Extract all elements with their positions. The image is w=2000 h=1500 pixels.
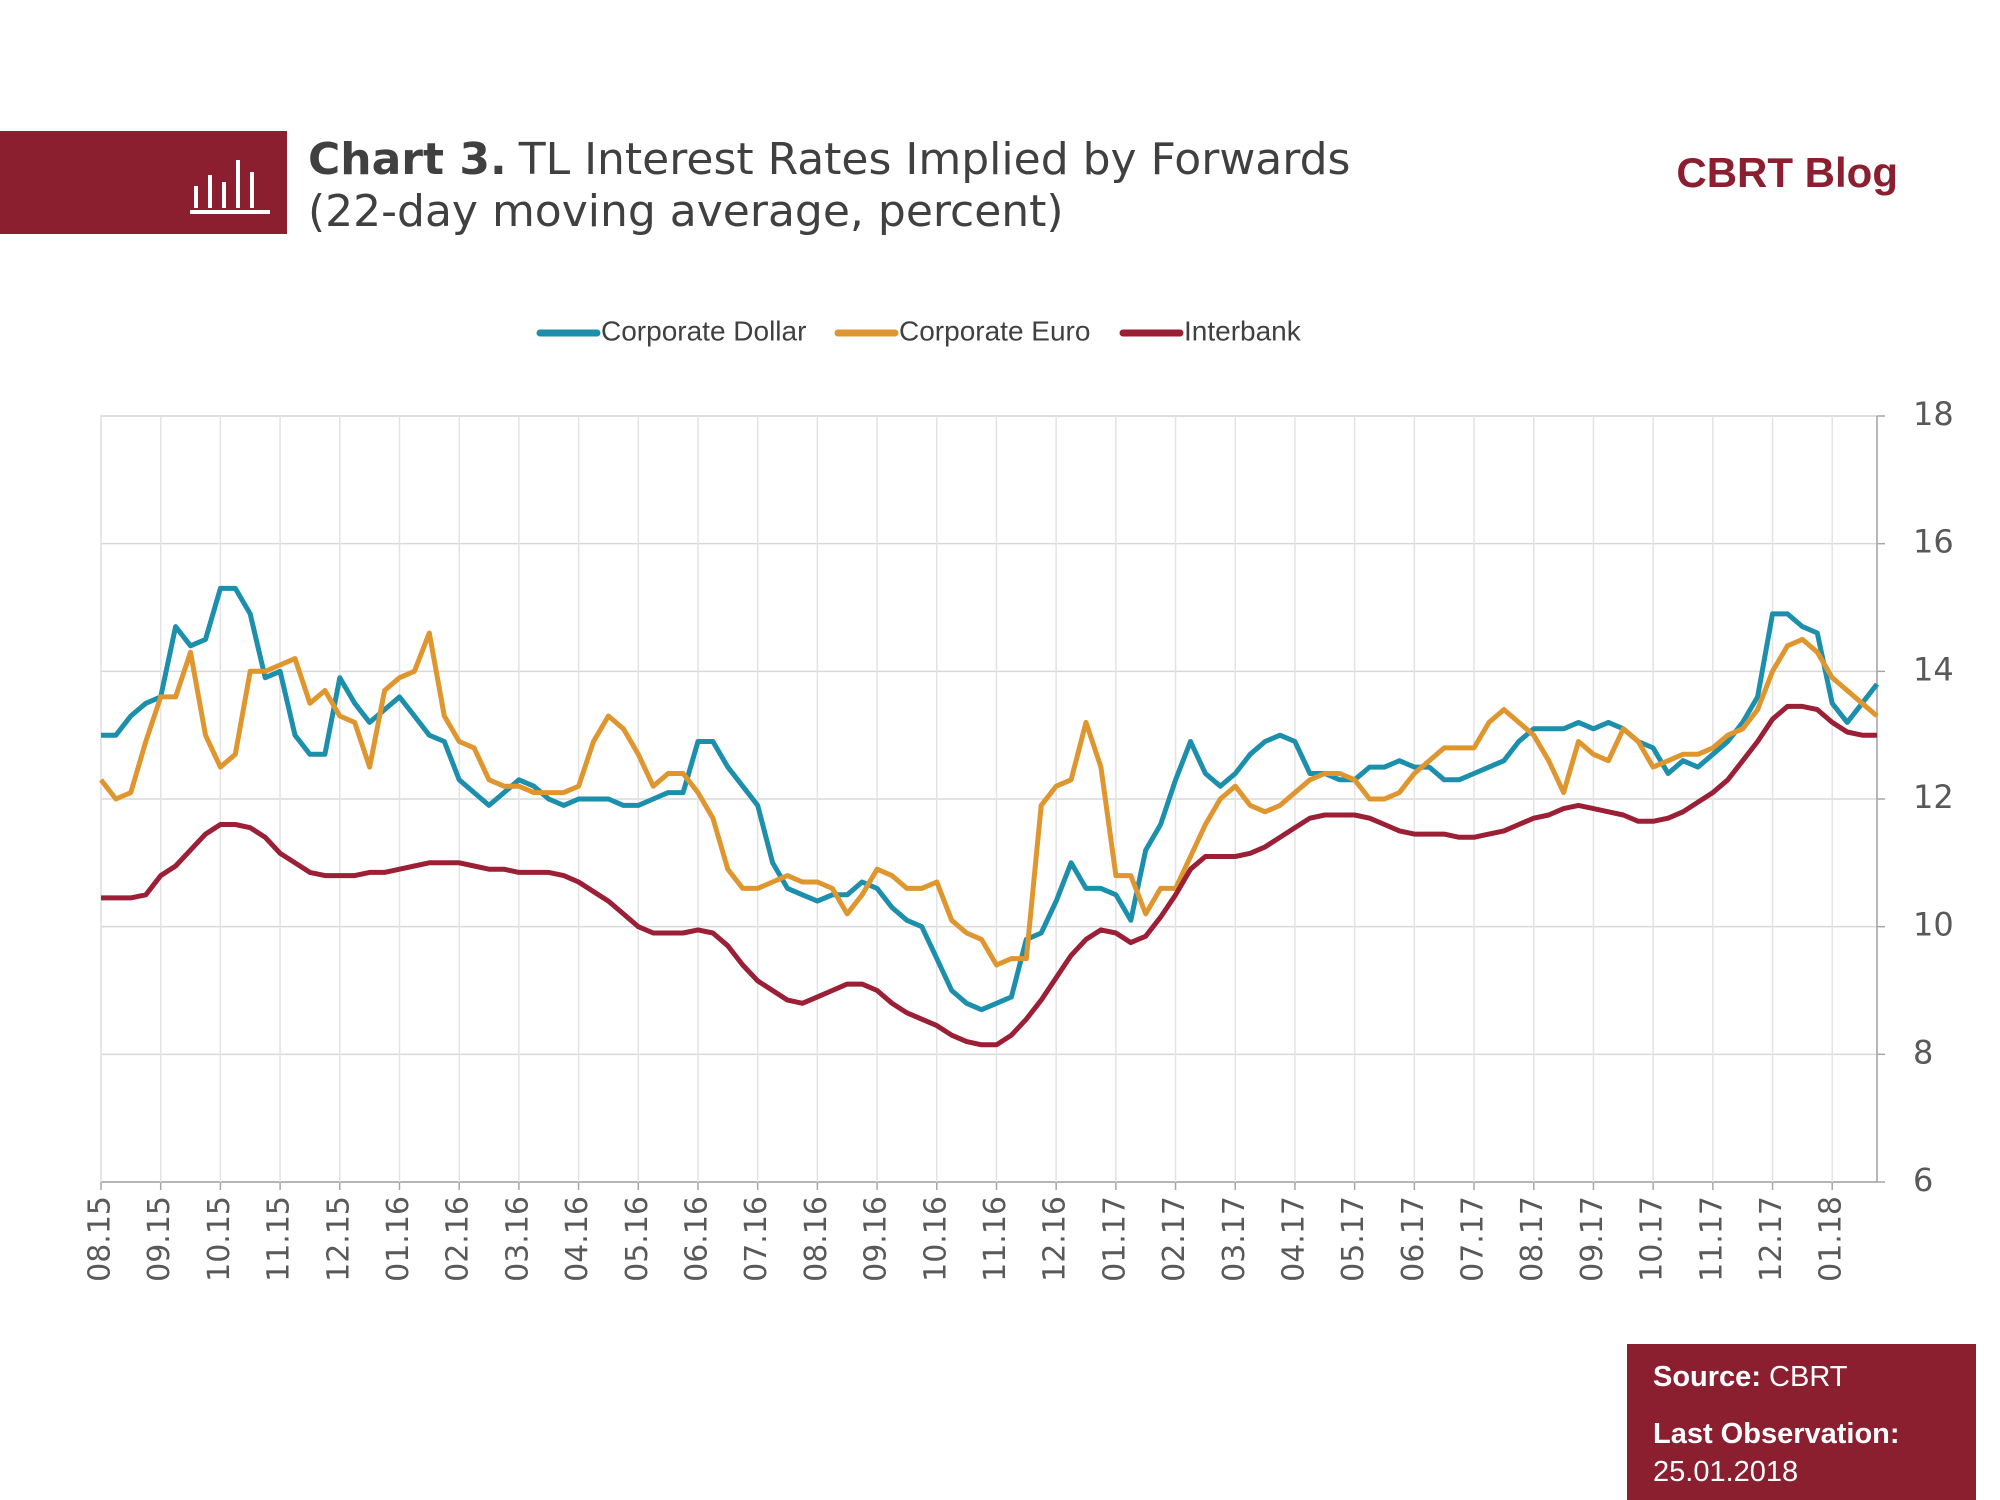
y-tick-label: 14 (1913, 650, 1954, 688)
chart-title: Chart 3. TL Interest Rates Implied by For… (308, 134, 1350, 185)
x-tick-label: 04.16 (560, 1196, 595, 1282)
x-tick-label: 07.16 (739, 1196, 774, 1282)
chart-subtitle: (22-day moving average, percent) (308, 186, 1064, 237)
source-value: CBRT (1769, 1361, 1848, 1393)
x-tick-label: 02.16 (441, 1196, 476, 1282)
x-tick-label: 09.15 (142, 1196, 177, 1282)
x-tick-label: 05.17 (1336, 1196, 1371, 1282)
chart-title-text: TL Interest Rates Implied by Forwards (518, 134, 1351, 185)
x-tick-label: 04.17 (1276, 1196, 1311, 1282)
x-tick-label: 05.16 (620, 1196, 655, 1282)
x-tick-label: 03.16 (500, 1196, 535, 1282)
x-tick-label: 10.16 (918, 1196, 953, 1282)
header-band (0, 131, 287, 234)
x-tick-label: 06.16 (679, 1196, 714, 1282)
y-tick-label: 18 (1913, 395, 1954, 433)
x-tick-label: 09.17 (1575, 1196, 1610, 1282)
series-line (101, 703, 1877, 1048)
y-tick-label: 12 (1913, 778, 1954, 816)
last-observation-label: Last Observation: (1653, 1415, 1976, 1453)
y-tick-label: 10 (1913, 906, 1954, 944)
x-tick-label: 03.17 (1217, 1196, 1252, 1282)
x-tick-label: 10.17 (1635, 1196, 1670, 1282)
footer: Source: CBRT Last Observation: 25.01.201… (1627, 1344, 1976, 1500)
legend-label: Interbank (1184, 315, 1302, 346)
x-tick-label: 12.15 (321, 1196, 356, 1282)
series-line (99, 630, 1879, 968)
y-tick-label: 16 (1913, 523, 1954, 561)
last-observation-label-text: Last Observation: (1653, 1418, 1900, 1450)
legend-label: Corporate Dollar (601, 315, 806, 346)
x-tick-label: 08.17 (1515, 1196, 1550, 1282)
x-tick-label: 01.17 (1097, 1196, 1132, 1282)
x-tick-label: 08.16 (799, 1196, 834, 1282)
x-tick-label: 09.16 (859, 1196, 894, 1282)
source-label: Source: (1653, 1361, 1761, 1393)
chart-number: Chart 3. (308, 134, 507, 185)
x-tick-label: 11.15 (262, 1196, 297, 1282)
x-tick-label: 12.16 (1038, 1196, 1073, 1282)
x-tick-label: 11.17 (1694, 1196, 1729, 1282)
x-tick-label: 07.17 (1456, 1196, 1491, 1282)
source: Source: CBRT (1653, 1358, 1976, 1396)
series-line (101, 585, 1879, 1013)
x-tick-label: 10.15 (202, 1196, 237, 1282)
legend-label: Corporate Euro (899, 315, 1090, 346)
brand: CBRT Blog (1676, 149, 1898, 196)
x-tick-label: 12.17 (1754, 1196, 1789, 1282)
x-tick-label: 01.18 (1814, 1196, 1849, 1282)
last-observation: 25.01.2018 (1653, 1456, 1799, 1488)
chart-icon (190, 160, 270, 214)
y-tick-label: 8 (1913, 1033, 1933, 1071)
x-tick-label: 06.17 (1396, 1196, 1431, 1282)
x-tick-label: 02.17 (1157, 1196, 1192, 1282)
y-tick-label: 6 (1913, 1161, 1933, 1199)
x-tick-label: 11.16 (978, 1196, 1013, 1282)
x-tick-label: 01.16 (381, 1196, 416, 1282)
x-tick-label: 08.15 (83, 1196, 118, 1282)
